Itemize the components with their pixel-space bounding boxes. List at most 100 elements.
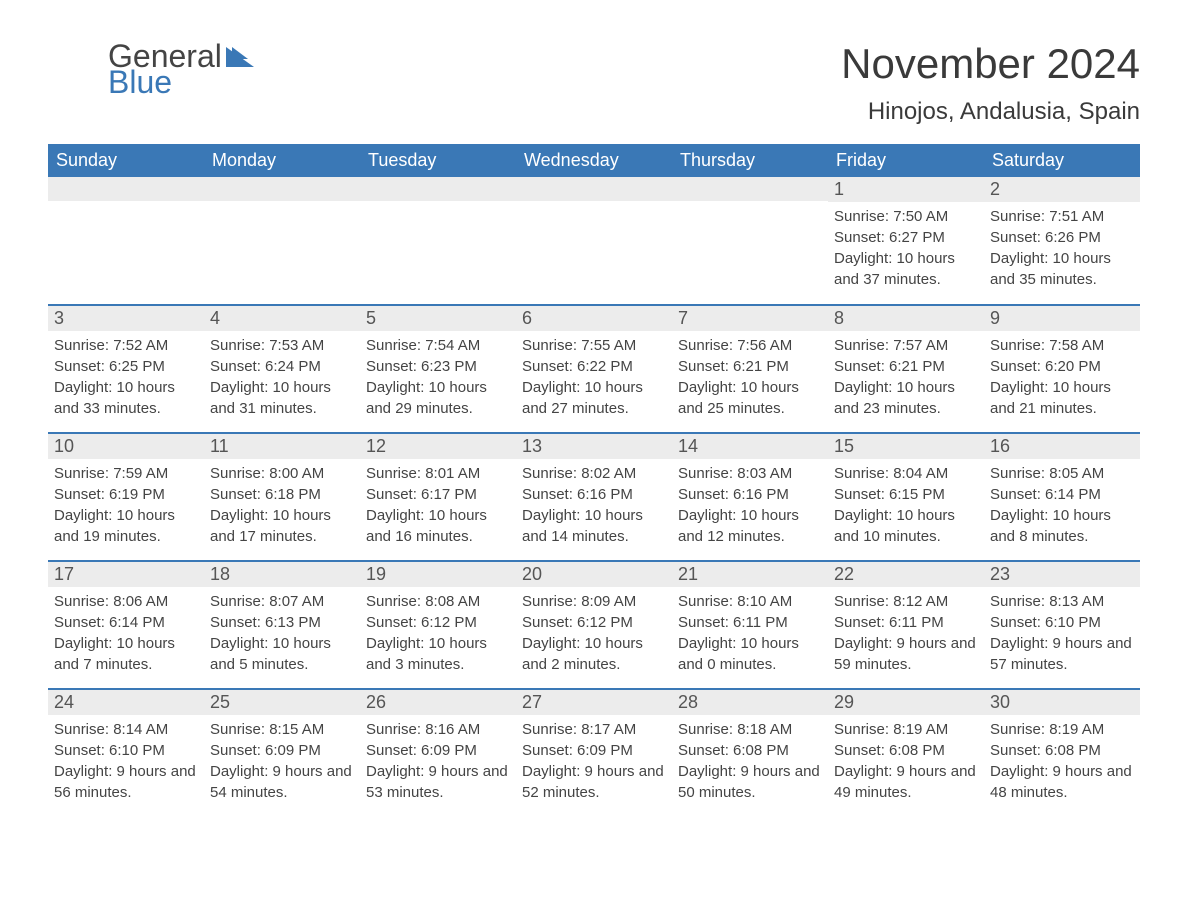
- daylight-line: Daylight: 9 hours and 48 minutes.: [990, 761, 1134, 803]
- daylight-line: Daylight: 10 hours and 5 minutes.: [210, 633, 354, 675]
- daylight-line: Daylight: 9 hours and 53 minutes.: [366, 761, 510, 803]
- sunset-line: Sunset: 6:10 PM: [54, 740, 198, 761]
- calendar-cell: 12Sunrise: 8:01 AMSunset: 6:17 PMDayligh…: [360, 433, 516, 561]
- day-details: Sunrise: 7:52 AMSunset: 6:25 PMDaylight:…: [48, 331, 204, 419]
- calendar-cell: 30Sunrise: 8:19 AMSunset: 6:08 PMDayligh…: [984, 689, 1140, 817]
- sunrise-line: Sunrise: 8:00 AM: [210, 463, 354, 484]
- day-header: Tuesday: [360, 144, 516, 177]
- day-number: 27: [516, 690, 672, 715]
- logo-flag-icon: [226, 40, 260, 72]
- day-details: Sunrise: 8:01 AMSunset: 6:17 PMDaylight:…: [360, 459, 516, 547]
- day-number: 1: [828, 177, 984, 202]
- sunset-line: Sunset: 6:25 PM: [54, 356, 198, 377]
- calendar-cell: 2Sunrise: 7:51 AMSunset: 6:26 PMDaylight…: [984, 177, 1140, 305]
- sunrise-line: Sunrise: 8:09 AM: [522, 591, 666, 612]
- daylight-line: Daylight: 10 hours and 25 minutes.: [678, 377, 822, 419]
- day-number: 25: [204, 690, 360, 715]
- daylight-line: Daylight: 10 hours and 14 minutes.: [522, 505, 666, 547]
- day-number: 6: [516, 306, 672, 331]
- sunset-line: Sunset: 6:15 PM: [834, 484, 978, 505]
- sunrise-line: Sunrise: 8:14 AM: [54, 719, 198, 740]
- sunrise-line: Sunrise: 8:05 AM: [990, 463, 1134, 484]
- calendar-cell: 17Sunrise: 8:06 AMSunset: 6:14 PMDayligh…: [48, 561, 204, 689]
- calendar-cell: 28Sunrise: 8:18 AMSunset: 6:08 PMDayligh…: [672, 689, 828, 817]
- sunset-line: Sunset: 6:26 PM: [990, 227, 1134, 248]
- day-details: Sunrise: 7:55 AMSunset: 6:22 PMDaylight:…: [516, 331, 672, 419]
- sunset-line: Sunset: 6:08 PM: [990, 740, 1134, 761]
- sunset-line: Sunset: 6:24 PM: [210, 356, 354, 377]
- sunrise-line: Sunrise: 8:19 AM: [990, 719, 1134, 740]
- day-header: Friday: [828, 144, 984, 177]
- sunrise-line: Sunrise: 8:08 AM: [366, 591, 510, 612]
- daylight-line: Daylight: 10 hours and 8 minutes.: [990, 505, 1134, 547]
- day-details: Sunrise: 8:02 AMSunset: 6:16 PMDaylight:…: [516, 459, 672, 547]
- day-header: Sunday: [48, 144, 204, 177]
- calendar-cell: 25Sunrise: 8:15 AMSunset: 6:09 PMDayligh…: [204, 689, 360, 817]
- day-number: 17: [48, 562, 204, 587]
- sunset-line: Sunset: 6:20 PM: [990, 356, 1134, 377]
- calendar-cell: 13Sunrise: 8:02 AMSunset: 6:16 PMDayligh…: [516, 433, 672, 561]
- day-number: 4: [204, 306, 360, 331]
- sunrise-line: Sunrise: 7:58 AM: [990, 335, 1134, 356]
- calendar-cell: [516, 177, 672, 305]
- sunset-line: Sunset: 6:16 PM: [678, 484, 822, 505]
- sunset-line: Sunset: 6:14 PM: [54, 612, 198, 633]
- calendar-cell: 10Sunrise: 7:59 AMSunset: 6:19 PMDayligh…: [48, 433, 204, 561]
- sunset-line: Sunset: 6:18 PM: [210, 484, 354, 505]
- day-number: 22: [828, 562, 984, 587]
- day-details: Sunrise: 8:07 AMSunset: 6:13 PMDaylight:…: [204, 587, 360, 675]
- calendar-cell: 3Sunrise: 7:52 AMSunset: 6:25 PMDaylight…: [48, 305, 204, 433]
- calendar-cell: 9Sunrise: 7:58 AMSunset: 6:20 PMDaylight…: [984, 305, 1140, 433]
- day-details: Sunrise: 8:09 AMSunset: 6:12 PMDaylight:…: [516, 587, 672, 675]
- day-details: Sunrise: 8:15 AMSunset: 6:09 PMDaylight:…: [204, 715, 360, 803]
- daylight-line: Daylight: 10 hours and 31 minutes.: [210, 377, 354, 419]
- calendar-cell: 7Sunrise: 7:56 AMSunset: 6:21 PMDaylight…: [672, 305, 828, 433]
- sunrise-line: Sunrise: 8:17 AM: [522, 719, 666, 740]
- sunset-line: Sunset: 6:12 PM: [366, 612, 510, 633]
- day-details: Sunrise: 8:17 AMSunset: 6:09 PMDaylight:…: [516, 715, 672, 803]
- calendar-cell: 26Sunrise: 8:16 AMSunset: 6:09 PMDayligh…: [360, 689, 516, 817]
- calendar-cell: 5Sunrise: 7:54 AMSunset: 6:23 PMDaylight…: [360, 305, 516, 433]
- sunset-line: Sunset: 6:11 PM: [834, 612, 978, 633]
- calendar-week-row: 24Sunrise: 8:14 AMSunset: 6:10 PMDayligh…: [48, 689, 1140, 817]
- sunset-line: Sunset: 6:09 PM: [210, 740, 354, 761]
- daylight-line: Daylight: 10 hours and 35 minutes.: [990, 248, 1134, 290]
- daylight-line: Daylight: 10 hours and 27 minutes.: [522, 377, 666, 419]
- day-number: 19: [360, 562, 516, 587]
- daylight-line: Daylight: 10 hours and 12 minutes.: [678, 505, 822, 547]
- month-title: November 2024: [841, 40, 1140, 88]
- daylight-line: Daylight: 10 hours and 2 minutes.: [522, 633, 666, 675]
- calendar-cell: 11Sunrise: 8:00 AMSunset: 6:18 PMDayligh…: [204, 433, 360, 561]
- daylight-line: Daylight: 10 hours and 33 minutes.: [54, 377, 198, 419]
- sunset-line: Sunset: 6:21 PM: [678, 356, 822, 377]
- daylight-line: Daylight: 10 hours and 21 minutes.: [990, 377, 1134, 419]
- sunrise-line: Sunrise: 8:10 AM: [678, 591, 822, 612]
- daylight-line: Daylight: 10 hours and 16 minutes.: [366, 505, 510, 547]
- daylight-line: Daylight: 10 hours and 3 minutes.: [366, 633, 510, 675]
- sunrise-line: Sunrise: 8:12 AM: [834, 591, 978, 612]
- day-number: 2: [984, 177, 1140, 202]
- sunrise-line: Sunrise: 7:59 AM: [54, 463, 198, 484]
- sunrise-line: Sunrise: 7:57 AM: [834, 335, 978, 356]
- sunset-line: Sunset: 6:09 PM: [366, 740, 510, 761]
- calendar-table: SundayMondayTuesdayWednesdayThursdayFrid…: [48, 144, 1140, 817]
- calendar-week-row: 17Sunrise: 8:06 AMSunset: 6:14 PMDayligh…: [48, 561, 1140, 689]
- day-header: Monday: [204, 144, 360, 177]
- calendar-cell: 23Sunrise: 8:13 AMSunset: 6:10 PMDayligh…: [984, 561, 1140, 689]
- sunrise-line: Sunrise: 7:54 AM: [366, 335, 510, 356]
- day-details: Sunrise: 8:03 AMSunset: 6:16 PMDaylight:…: [672, 459, 828, 547]
- day-number: 18: [204, 562, 360, 587]
- day-details: Sunrise: 8:19 AMSunset: 6:08 PMDaylight:…: [828, 715, 984, 803]
- calendar-cell: 24Sunrise: 8:14 AMSunset: 6:10 PMDayligh…: [48, 689, 204, 817]
- daylight-line: Daylight: 10 hours and 37 minutes.: [834, 248, 978, 290]
- day-details: Sunrise: 8:10 AMSunset: 6:11 PMDaylight:…: [672, 587, 828, 675]
- day-number: 7: [672, 306, 828, 331]
- day-number: 5: [360, 306, 516, 331]
- day-number: 10: [48, 434, 204, 459]
- day-number: 13: [516, 434, 672, 459]
- logo-text-blue: Blue: [108, 66, 172, 98]
- day-number: 3: [48, 306, 204, 331]
- daylight-line: Daylight: 9 hours and 49 minutes.: [834, 761, 978, 803]
- daylight-line: Daylight: 9 hours and 54 minutes.: [210, 761, 354, 803]
- day-details: Sunrise: 7:56 AMSunset: 6:21 PMDaylight:…: [672, 331, 828, 419]
